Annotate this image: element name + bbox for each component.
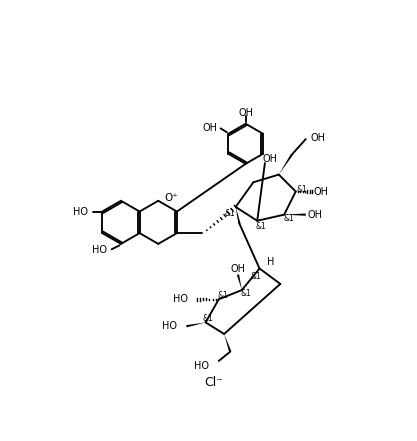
Text: H: H	[266, 258, 274, 267]
Text: &1: &1	[256, 222, 266, 231]
Text: HO: HO	[173, 294, 188, 304]
Text: HO: HO	[73, 206, 88, 217]
Text: HO: HO	[92, 245, 107, 255]
Text: HO: HO	[162, 321, 177, 331]
Text: &1: &1	[203, 314, 214, 323]
Text: OH: OH	[314, 187, 329, 197]
Text: Cl⁻: Cl⁻	[204, 376, 223, 389]
Text: &1: &1	[284, 214, 294, 223]
Text: &1: &1	[240, 289, 251, 299]
Text: O⁺: O⁺	[164, 193, 178, 203]
Text: OH: OH	[231, 264, 246, 273]
Polygon shape	[186, 322, 206, 327]
Polygon shape	[237, 274, 242, 290]
Polygon shape	[224, 334, 231, 352]
Text: &1: &1	[217, 291, 228, 300]
Text: &1: &1	[296, 186, 307, 194]
Polygon shape	[284, 213, 306, 216]
Polygon shape	[279, 154, 293, 175]
Text: OH: OH	[263, 154, 278, 164]
Text: &1: &1	[250, 272, 261, 281]
Text: &1: &1	[224, 209, 235, 217]
Text: HO: HO	[194, 361, 208, 370]
Text: OH: OH	[203, 123, 218, 133]
Polygon shape	[236, 207, 241, 224]
Text: OH: OH	[307, 209, 322, 220]
Text: OH: OH	[238, 108, 253, 118]
Text: OH: OH	[310, 133, 325, 142]
